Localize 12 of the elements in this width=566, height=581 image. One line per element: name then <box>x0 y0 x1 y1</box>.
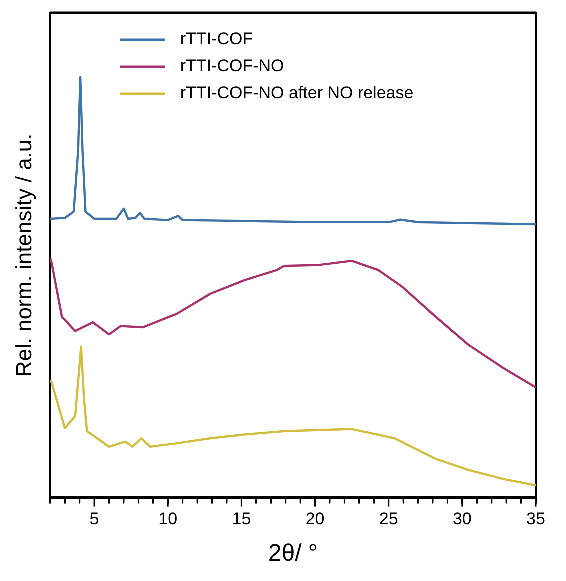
x-axis-title: 2θ/ ° <box>268 540 318 568</box>
x-tick-label: 5 <box>90 510 100 529</box>
legend-label: rTTI-COF-NO after NO release <box>180 84 414 103</box>
x-tick-label: 20 <box>306 510 325 529</box>
x-tick-label: 35 <box>526 510 546 529</box>
x-tick-label: 30 <box>452 510 472 529</box>
x-tick-label: 15 <box>232 510 252 529</box>
legend-label: rTTI-COF-NO <box>180 56 284 76</box>
x-tick-label: 25 <box>379 510 398 529</box>
y-axis-title: Rel. norm. intensity / a.u. <box>11 134 36 378</box>
legend-label: rTTI-COF <box>180 30 254 49</box>
x-tick-label: 10 <box>158 510 178 529</box>
